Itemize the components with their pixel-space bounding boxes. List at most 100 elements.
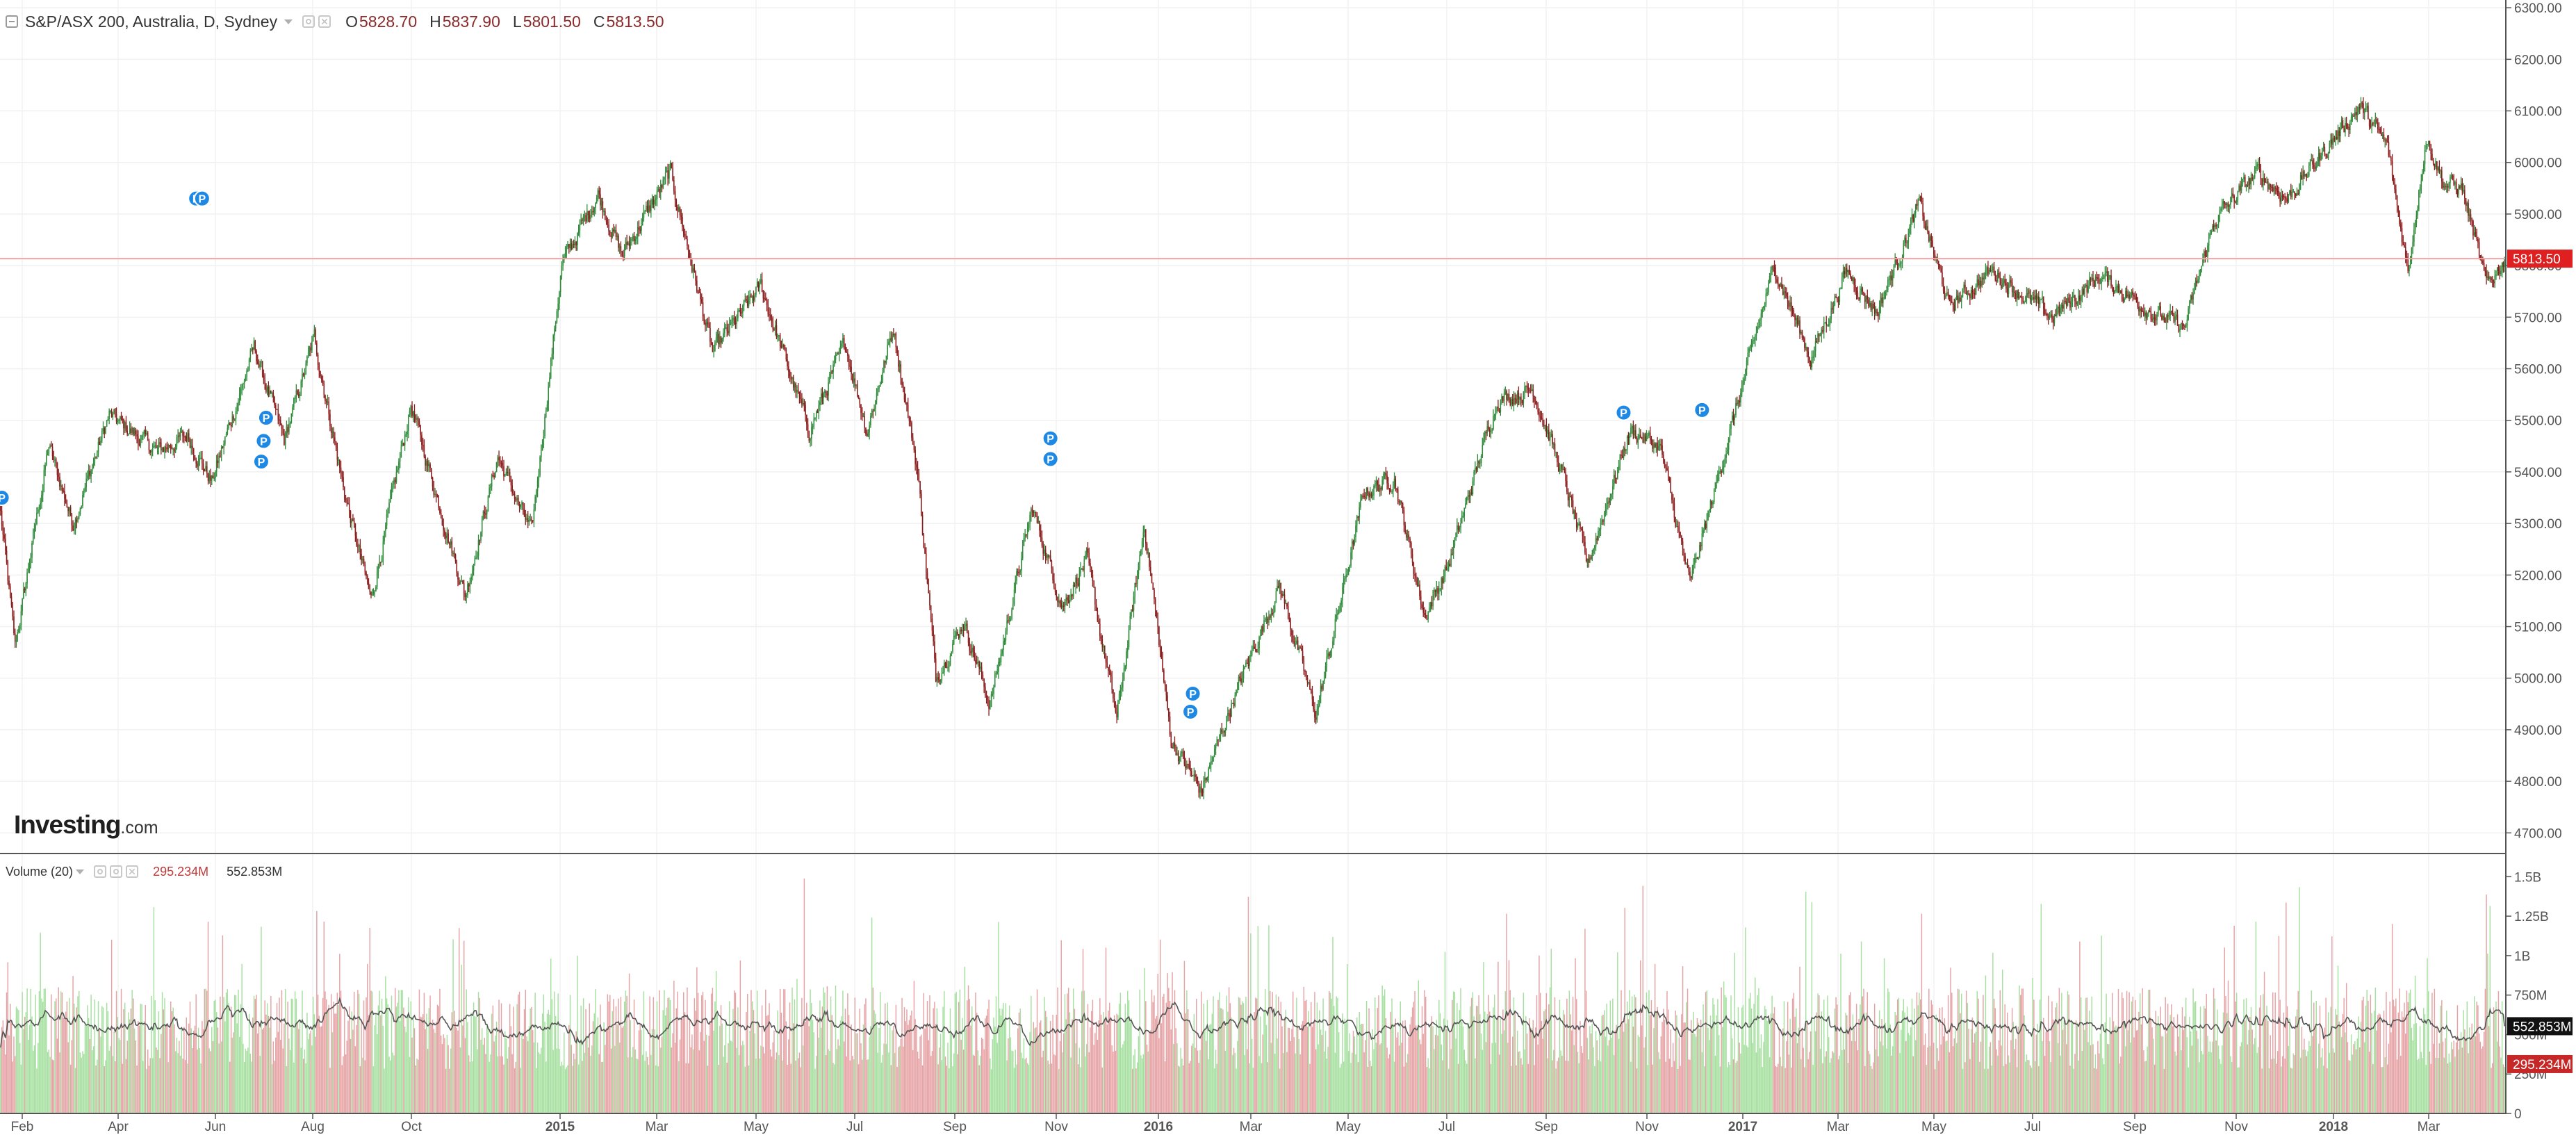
volume-bar bbox=[1006, 1060, 1008, 1113]
volume-bar bbox=[2443, 1057, 2445, 1113]
volume-bar bbox=[998, 922, 999, 1113]
candle-body bbox=[158, 442, 160, 448]
volume-bar bbox=[978, 1065, 980, 1113]
candle-body bbox=[498, 457, 500, 461]
candle-body bbox=[518, 498, 519, 503]
candle-body bbox=[811, 427, 812, 439]
candle-body bbox=[1008, 619, 1010, 621]
candle-body bbox=[179, 432, 181, 437]
candle-body bbox=[120, 416, 122, 419]
candle-body bbox=[400, 446, 402, 457]
candle-body bbox=[1167, 695, 1168, 709]
candle-body bbox=[208, 475, 211, 482]
volume-bar bbox=[106, 1002, 108, 1113]
candle-body bbox=[689, 251, 691, 258]
candle-body bbox=[864, 416, 865, 428]
volume-bar bbox=[527, 1040, 529, 1113]
candle-body bbox=[761, 279, 763, 293]
volume-bar bbox=[2488, 1026, 2490, 1113]
candle-body bbox=[1536, 402, 1538, 406]
candle-body bbox=[509, 472, 511, 481]
volume-bar bbox=[1070, 1057, 1072, 1113]
volume-bar bbox=[1409, 1024, 1411, 1113]
volume-bar bbox=[102, 1007, 104, 1113]
volume-bar bbox=[265, 1014, 267, 1113]
volume-bar bbox=[480, 1039, 482, 1113]
volume-bar bbox=[2407, 1002, 2409, 1113]
volume-bar bbox=[684, 1012, 686, 1113]
volume-bar bbox=[1686, 1002, 1687, 1113]
candle-body bbox=[1413, 562, 1415, 574]
volume-bar bbox=[2010, 1040, 2012, 1113]
volume-bar bbox=[1640, 960, 1641, 1113]
volume-bar bbox=[2413, 1024, 2415, 1113]
candle-body bbox=[395, 472, 397, 482]
candle-body bbox=[33, 528, 35, 532]
candle-body bbox=[1026, 528, 1028, 536]
candle-body bbox=[197, 463, 198, 467]
volume-bar bbox=[890, 1065, 892, 1113]
volume-bar bbox=[1283, 1018, 1286, 1113]
candle-body bbox=[1299, 647, 1301, 648]
volume-bar bbox=[1727, 1067, 1728, 1113]
volume-bar bbox=[1247, 897, 1249, 1113]
candle-body bbox=[1240, 678, 1242, 683]
volume-bar bbox=[1885, 1022, 1887, 1113]
volume-bar bbox=[2372, 1063, 2374, 1113]
volume-bar bbox=[1823, 999, 1825, 1113]
candle-body bbox=[659, 188, 660, 193]
volume-bar bbox=[2021, 988, 2023, 1113]
volume-bar bbox=[2081, 1050, 2083, 1113]
volume-bar bbox=[1524, 1049, 1525, 1113]
candle-body bbox=[636, 237, 637, 239]
candle-body bbox=[1149, 552, 1150, 567]
volume-bar bbox=[1601, 1015, 1602, 1113]
candle-body bbox=[787, 359, 788, 367]
volume-bar bbox=[1267, 1062, 1268, 1113]
candle-body bbox=[251, 348, 252, 351]
candle-body bbox=[620, 246, 622, 252]
candle-body bbox=[1224, 728, 1227, 733]
candle-body bbox=[764, 297, 765, 300]
volume-bar bbox=[1568, 990, 1570, 1113]
volume-bar bbox=[1839, 1055, 1841, 1113]
candle-body bbox=[994, 674, 996, 687]
candle-body bbox=[1287, 606, 1289, 619]
volume-bar bbox=[188, 1023, 190, 1113]
volume-bar bbox=[1012, 1051, 1014, 1113]
volume-bar bbox=[1894, 1011, 1896, 1113]
candle-body bbox=[1391, 491, 1393, 493]
candle-body bbox=[916, 464, 917, 468]
volume-bar bbox=[1807, 1059, 1809, 1113]
candle-body bbox=[256, 361, 259, 365]
candle-body bbox=[928, 583, 930, 594]
candle-body bbox=[444, 530, 445, 536]
volume-bar bbox=[1942, 1036, 1944, 1113]
candle-body bbox=[394, 479, 396, 482]
volume-bar bbox=[1042, 1050, 1044, 1113]
candle-body bbox=[1493, 415, 1495, 416]
candle-body bbox=[1727, 449, 1728, 454]
volume-bar bbox=[1244, 1054, 1245, 1113]
volume-bar bbox=[1201, 1031, 1204, 1113]
candle-body bbox=[432, 477, 434, 487]
volume-bar bbox=[1700, 1020, 1702, 1113]
candle-body bbox=[74, 519, 76, 530]
candle-body bbox=[458, 579, 460, 585]
candle-body bbox=[589, 215, 591, 219]
volume-bar bbox=[584, 1052, 586, 1113]
candle-body bbox=[885, 355, 887, 363]
candle-body bbox=[484, 511, 485, 514]
candle-body bbox=[769, 315, 771, 318]
candle-body bbox=[1566, 481, 1568, 492]
volume-bar bbox=[1760, 1034, 1762, 1113]
volume-bar bbox=[2340, 1037, 2343, 1113]
volume-bar bbox=[2085, 997, 2087, 1113]
volume-bar bbox=[304, 1049, 306, 1113]
volume-bar bbox=[839, 1020, 842, 1113]
candle-body bbox=[85, 478, 87, 487]
volume-bar bbox=[981, 1037, 983, 1113]
volume-bar bbox=[28, 1024, 31, 1113]
